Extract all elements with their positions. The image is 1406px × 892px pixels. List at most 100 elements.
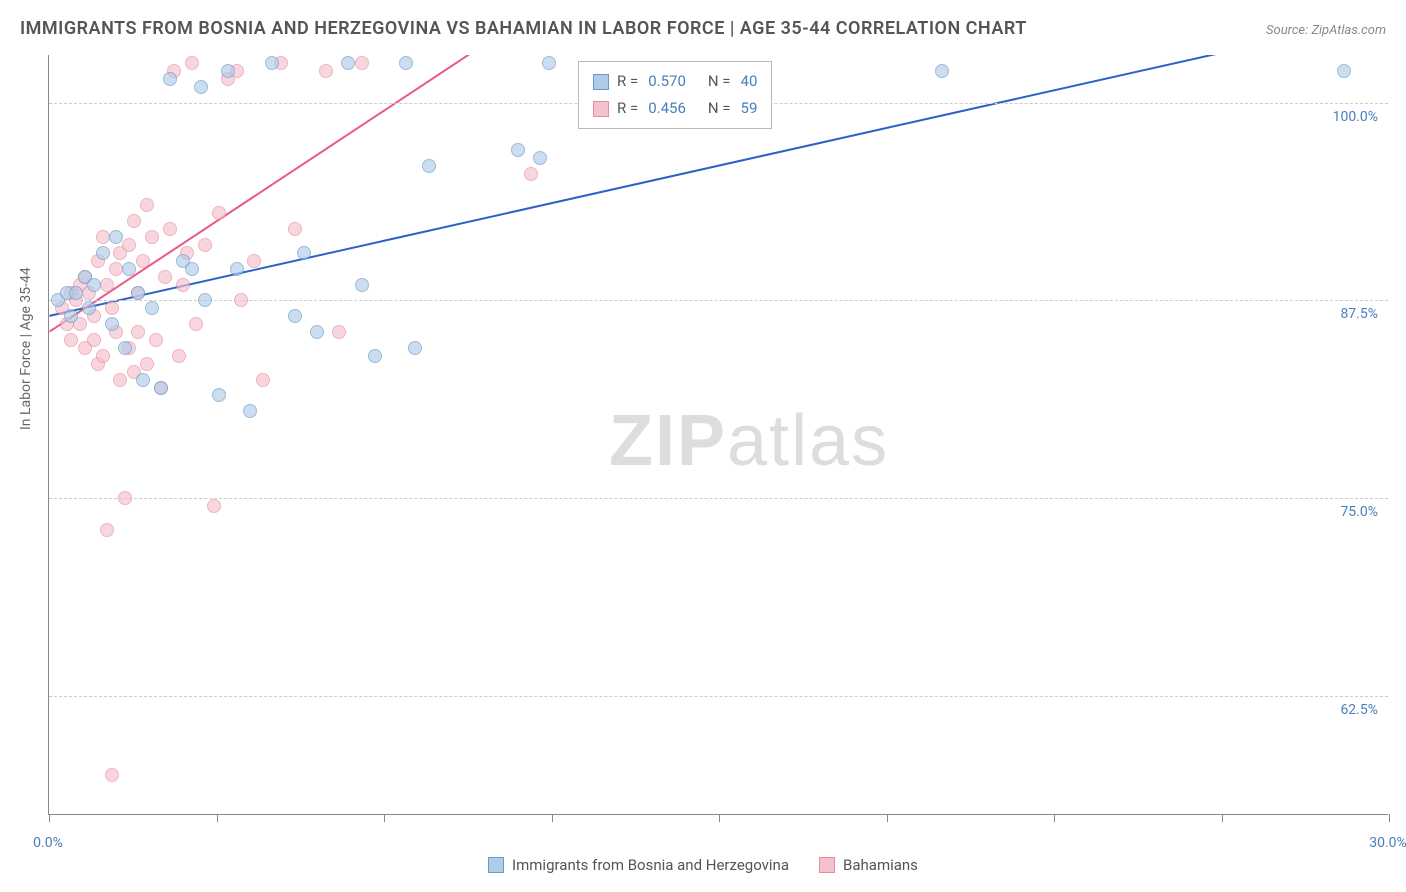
scatter-point [145, 230, 159, 244]
scatter-point [288, 309, 302, 323]
scatter-point [87, 278, 101, 292]
scatter-point [511, 143, 525, 157]
scatter-point [185, 56, 199, 70]
scatter-point [100, 278, 114, 292]
scatter-point [310, 325, 324, 339]
legend-swatch [593, 101, 609, 117]
chart-title: IMMIGRANTS FROM BOSNIA AND HERZEGOVINA V… [20, 18, 1027, 39]
scatter-point [145, 301, 159, 315]
x-tick [217, 814, 218, 822]
x-tick [1389, 814, 1390, 822]
legend-item-bahamians: Bahamians [819, 856, 918, 874]
x-tick [887, 814, 888, 822]
stats-legend: R =0.570N =40R =0.456N =59 [578, 61, 772, 129]
scatter-point [422, 159, 436, 173]
legend-swatch-pink [819, 857, 835, 873]
scatter-point [524, 167, 538, 181]
grid-line-horizontal [49, 498, 1388, 499]
y-tick-label: 75.0% [1340, 504, 1378, 520]
y-tick-label: 87.5% [1340, 306, 1378, 322]
scatter-point [131, 325, 145, 339]
plot-area: ZIPatlas 62.5% 75.0% 87.5% 100.0% [48, 55, 1388, 815]
x-tick-label: 30.0% [1369, 835, 1406, 851]
scatter-point [113, 373, 127, 387]
scatter-point [154, 381, 168, 395]
scatter-point [355, 278, 369, 292]
scatter-point [319, 64, 333, 78]
scatter-point [172, 349, 186, 363]
scatter-point [136, 373, 150, 387]
source-attribution: Source: ZipAtlas.com [1266, 23, 1386, 38]
scatter-point [243, 404, 257, 418]
scatter-point [207, 499, 221, 513]
scatter-point [105, 301, 119, 315]
scatter-point [118, 341, 132, 355]
scatter-point [163, 72, 177, 86]
scatter-point [189, 317, 203, 331]
scatter-point [230, 262, 244, 276]
scatter-point [368, 349, 382, 363]
scatter-point [149, 333, 163, 347]
stats-legend-row: R =0.456N =59 [593, 95, 757, 122]
scatter-point [163, 222, 177, 236]
scatter-point [122, 262, 136, 276]
scatter-point [256, 373, 270, 387]
scatter-point [96, 230, 110, 244]
scatter-point [64, 333, 78, 347]
x-tick [49, 814, 50, 822]
scatter-point [87, 333, 101, 347]
legend-swatch-blue [488, 857, 504, 873]
scatter-point [185, 262, 199, 276]
x-tick-label: 0.0% [33, 835, 63, 851]
watermark: ZIPatlas [609, 400, 889, 482]
scatter-point [194, 80, 208, 94]
scatter-point [100, 523, 114, 537]
scatter-point [109, 230, 123, 244]
y-axis-label: In Labor Force | Age 35-44 [18, 267, 34, 430]
scatter-point [118, 491, 132, 505]
scatter-point [127, 214, 141, 228]
grid-line-horizontal [49, 696, 1388, 697]
legend-item-bosnia: Immigrants from Bosnia and Herzegovina [488, 856, 789, 874]
x-tick [552, 814, 553, 822]
scatter-point [288, 222, 302, 236]
x-tick [1054, 814, 1055, 822]
scatter-point [96, 349, 110, 363]
scatter-point [69, 286, 83, 300]
scatter-point [212, 206, 226, 220]
scatter-point [198, 238, 212, 252]
scatter-point [1337, 64, 1351, 78]
scatter-point [136, 254, 150, 268]
stats-legend-row: R =0.570N =40 [593, 68, 757, 95]
scatter-point [332, 325, 346, 339]
scatter-point [176, 278, 190, 292]
trend-lines-layer [49, 55, 1388, 814]
scatter-point [198, 293, 212, 307]
scatter-point [105, 768, 119, 782]
scatter-point [122, 238, 136, 252]
grid-line-horizontal [49, 300, 1388, 301]
scatter-point [355, 56, 369, 70]
x-tick [1222, 814, 1223, 822]
scatter-point [140, 357, 154, 371]
y-tick-label: 100.0% [1333, 109, 1378, 125]
scatter-point [297, 246, 311, 260]
scatter-point [64, 309, 78, 323]
x-tick [384, 814, 385, 822]
scatter-point [341, 56, 355, 70]
x-tick [719, 814, 720, 822]
scatter-point [96, 246, 110, 260]
scatter-point [105, 317, 119, 331]
trend-line [49, 55, 540, 332]
scatter-point [109, 262, 123, 276]
scatter-point [247, 254, 261, 268]
legend-swatch [593, 74, 609, 90]
chart-header: IMMIGRANTS FROM BOSNIA AND HERZEGOVINA V… [20, 18, 1386, 39]
scatter-point [408, 341, 422, 355]
scatter-point [234, 293, 248, 307]
scatter-point [212, 388, 226, 402]
y-tick-label: 62.5% [1340, 702, 1378, 718]
scatter-point [221, 64, 235, 78]
scatter-point [140, 198, 154, 212]
scatter-point [131, 286, 145, 300]
